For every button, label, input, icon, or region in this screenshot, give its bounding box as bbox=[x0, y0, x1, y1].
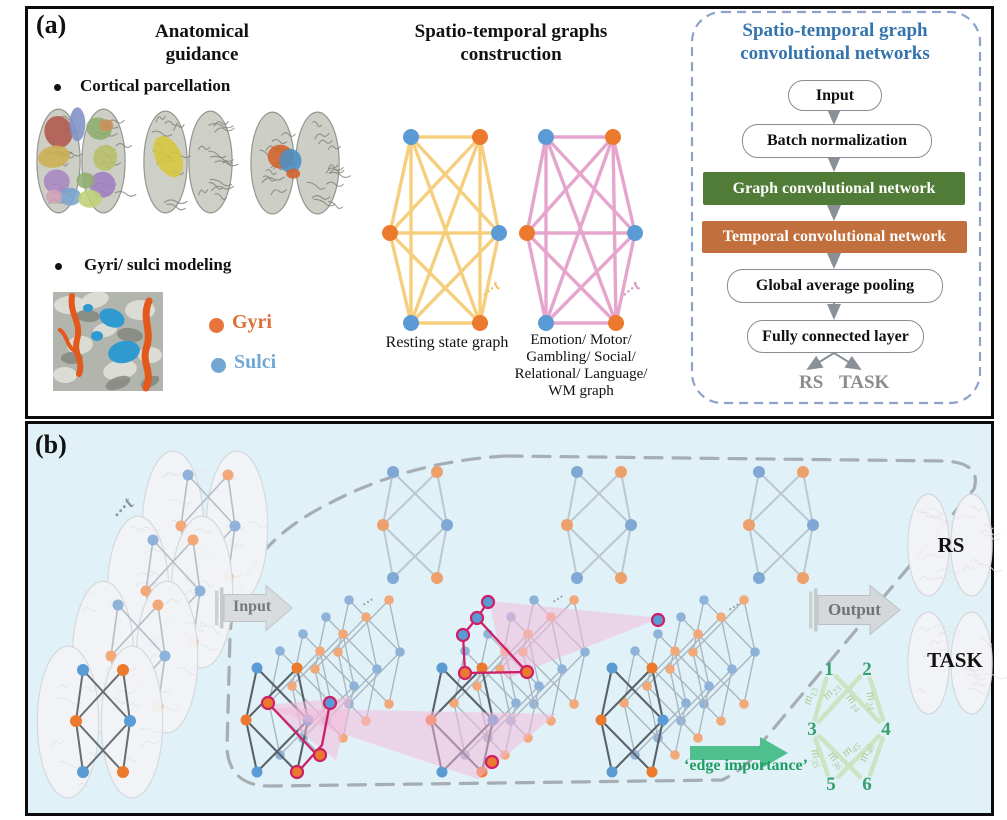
rs-brain-label: RS bbox=[937, 533, 965, 557]
gyri-legend-label: Gyri bbox=[232, 311, 272, 333]
cortical-parcellation-label: Cortical parcellation bbox=[80, 76, 231, 95]
stgcn-title: Spatio-temporal graph convolutional netw… bbox=[740, 20, 930, 65]
output-arrow-label: Output bbox=[828, 600, 881, 619]
task-graph-label: Emotion/ Motor/ Gambling/ Social/ Relati… bbox=[514, 332, 648, 400]
flow-step-input: Input bbox=[788, 80, 882, 111]
gyri-legend-icon bbox=[209, 318, 224, 333]
sulci-legend-label: Sulci bbox=[234, 351, 277, 373]
input-arrow-label: Input bbox=[233, 598, 272, 615]
flow-step-global-average-pooling: Global average pooling bbox=[727, 269, 943, 303]
bullet-icon bbox=[54, 84, 61, 91]
bullet-icon bbox=[55, 263, 62, 270]
panel-a-label: (a) bbox=[36, 10, 67, 39]
flow-step-temporal-convolutional-network: Temporal convolutional network bbox=[702, 221, 967, 253]
panel-a bbox=[25, 6, 994, 419]
flow-step-fully-connected-layer: Fully connected layer bbox=[747, 320, 924, 353]
flow-step-graph-convolutional-network: Graph convolutional network bbox=[703, 172, 965, 205]
anatomical-guidance-title: Anatomical guidance bbox=[155, 21, 249, 66]
flow-output-rs-label: RS bbox=[799, 372, 824, 393]
task-brain-label: TASK bbox=[927, 648, 983, 672]
resting-state-graph-label: Resting state graph bbox=[385, 334, 509, 351]
gyri-sulci-modeling-label: Gyri/ sulci modeling bbox=[84, 255, 232, 274]
flow-step-batch-normalization: Batch normalization bbox=[742, 124, 932, 158]
graphs-construction-title: Spatio-temporal graphs construction bbox=[414, 21, 608, 66]
panel-b-label: (b) bbox=[35, 430, 67, 459]
flow-output-task-label: TASK bbox=[839, 372, 890, 393]
sulci-legend-icon bbox=[211, 358, 226, 373]
edge-importance-label: ‘edge importance’ bbox=[684, 757, 808, 774]
